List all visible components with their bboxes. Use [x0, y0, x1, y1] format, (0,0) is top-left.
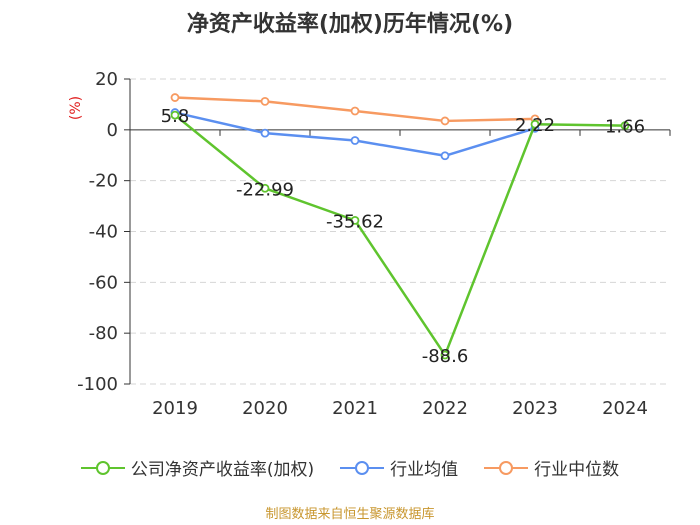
- axes: 20 0 -20 -40 -60 -80 -100 2019 2020 2021 2022 2023 2…: [68, 69, 671, 419]
- chart-title: 净资产收益率(加权)历年情况(%): [186, 12, 514, 37]
- y-tick-label: -60: [89, 272, 118, 293]
- series-point-2: [260, 96, 270, 106]
- series-point-0: [530, 119, 540, 129]
- y-tick-label: 20: [95, 69, 118, 90]
- data-label: 5.8: [161, 106, 190, 127]
- series-line-0: [174, 114, 626, 357]
- series-point-0: [440, 350, 450, 360]
- grid-lines: [130, 78, 670, 385]
- data-label: -22.99: [236, 179, 294, 200]
- legend-item-company-roe[interactable]: 公司净资产收益率(加权): [80, 455, 315, 480]
- legend: 公司净资产收益率(加权) 行业均值 行业中位数: [0, 455, 700, 480]
- series-point-0: [260, 183, 270, 193]
- data-label: 2.22: [515, 115, 555, 136]
- y-tick-label: 0: [107, 120, 118, 141]
- legend-marker-company-roe-icon: [80, 460, 125, 475]
- data-label: -35.62: [326, 211, 384, 232]
- legend-item-industry-median[interactable]: 行业中位数: [484, 455, 619, 480]
- legend-marker-industry-mean-icon: [340, 460, 385, 475]
- legend-label-company-roe: 公司净资产收益率(加权): [130, 460, 315, 480]
- series-point-1: [440, 151, 450, 161]
- source-note: 制图数据来自恒生聚源数据库: [265, 507, 435, 522]
- legend-item-industry-mean[interactable]: 行业均值: [340, 455, 458, 480]
- data-label: -88.6: [422, 346, 469, 367]
- x-tick-label: 2022: [422, 398, 468, 419]
- y-tick-label: -20: [89, 171, 118, 192]
- series-point-2: [170, 93, 180, 102]
- y-tick-label: -80: [89, 323, 118, 344]
- legend-label-industry-mean: 行业均值: [390, 460, 459, 480]
- x-tick-label: 2023: [512, 398, 558, 419]
- series-lines: [170, 93, 630, 360]
- series-point-2: [440, 116, 450, 126]
- y-tick-label: -100: [77, 374, 118, 395]
- y-axis-unit-label: (%): [68, 96, 84, 120]
- x-tick-label: 2020: [242, 398, 288, 419]
- data-labels: 5.8 -22.99 -35.62 -88.6 2.22 1.66: [161, 106, 645, 367]
- line-chart: 20 0 -20 -40 -60 -80 -100 2019 2020 2021 2022 2023 2…: [68, 69, 671, 419]
- series-point-1: [260, 128, 270, 138]
- data-label: 1.66: [605, 117, 645, 138]
- legend-marker-industry-median-icon: [484, 460, 529, 475]
- legend-label-industry-median: 行业中位数: [534, 460, 620, 480]
- x-tick-label: 2019: [152, 398, 198, 419]
- series-point-0: [170, 110, 180, 120]
- series-point-0: [620, 121, 630, 131]
- x-tick-label: 2024: [602, 398, 648, 419]
- x-tick-label: 2021: [332, 398, 378, 419]
- series-point-0: [350, 215, 360, 225]
- series-point-1: [350, 136, 360, 145]
- y-tick-label: -40: [89, 222, 118, 243]
- series-point-2: [350, 106, 360, 116]
